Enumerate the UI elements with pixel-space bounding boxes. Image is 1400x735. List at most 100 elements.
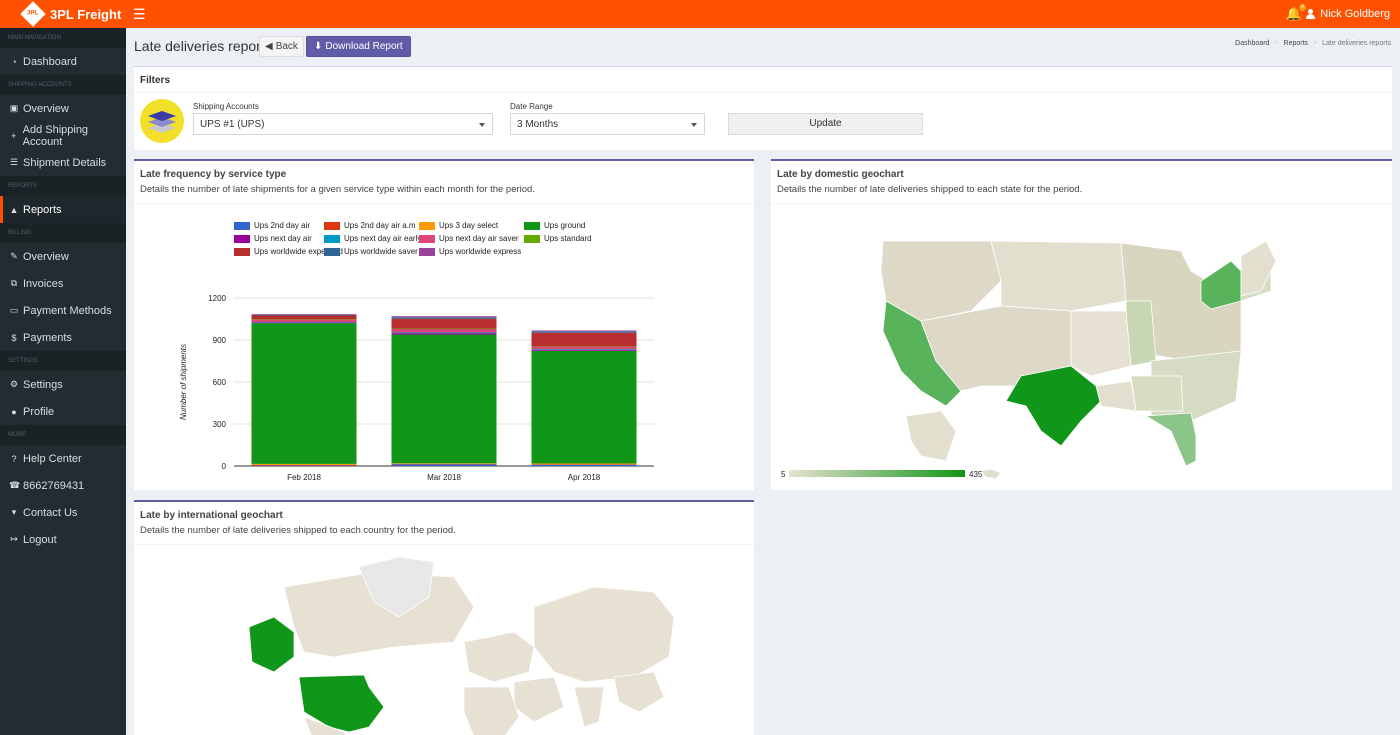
sidebar-item-label: Add Shipping Account: [22, 123, 89, 148]
sidebar-item-contact-us[interactable]: ▾ Contact Us: [0, 499, 126, 526]
bar-segment: [531, 346, 637, 350]
sidebar-item-8662769431[interactable]: ☎ 8662769431: [0, 472, 126, 499]
bar-segment: [391, 332, 497, 334]
bar-segment: [531, 346, 637, 347]
sidebar-item-label: Overview: [23, 250, 69, 263]
sidebar-item-help-center[interactable]: ? Help Center: [0, 445, 126, 472]
international-geochart-panel: Late by international geochart Details t…: [134, 500, 754, 735]
breadcrumb-reports[interactable]: Reports: [1283, 40, 1309, 47]
legend-item[interactable]: Ups next day air saver: [419, 234, 519, 243]
legend-item[interactable]: Ups 2nd day air a.m: [324, 221, 416, 230]
notification-badge: 4: [1299, 4, 1306, 11]
sidebar-item-dashboard[interactable]: ◔ Dashboard: [0, 48, 126, 75]
legend-label: Ups 2nd day air: [254, 221, 311, 230]
panel-title: Late by international geochart: [140, 510, 283, 521]
legend-label: Ups worldwide express: [439, 247, 522, 256]
sidebar-item-label: Shipment Details: [23, 156, 107, 169]
shipping-account-select[interactable]: UPS #1 (UPS): [193, 113, 493, 135]
sidebar-item-invoices[interactable]: ⧉ Invoices: [0, 270, 126, 297]
user-icon: [1306, 9, 1316, 19]
sidebar: MAIN NAVIGATION ◔ Dashboard SHIPPING ACCOUN…: [0, 28, 126, 735]
bar-segment: [391, 333, 497, 335]
us-texas: [1005, 365, 1102, 447]
legend-item[interactable]: Ups worldwide expedited: [234, 247, 343, 256]
legend-item[interactable]: Ups next day air: [234, 234, 312, 243]
legend-item[interactable]: Ups standard: [524, 234, 592, 243]
us-map: 5 435: [781, 240, 1277, 480]
world-map: [248, 556, 675, 735]
bar-segment: [251, 314, 357, 316]
sidebar-item-label: Payments: [23, 331, 72, 344]
sidebar-item-label: Payment Methods: [23, 304, 112, 317]
breadcrumb-current: Late deliveries reports: [1322, 40, 1391, 47]
legend-item[interactable]: Ups worldwide saver: [324, 247, 418, 256]
us-hawaii: [980, 468, 1002, 480]
sidebar-item-profile[interactable]: ● Profile: [0, 398, 126, 425]
sidebar-item-payment-methods[interactable]: ▭ Payment Methods: [0, 297, 126, 324]
bar-segment: [391, 463, 497, 464]
legend-item[interactable]: Ups worldwide express: [419, 247, 521, 256]
bar-segment: [391, 316, 497, 318]
legend-swatch: [419, 221, 435, 230]
plus-icon: +: [11, 130, 17, 141]
breadcrumb: Dashboard > Reports > Late deliveries re…: [1235, 40, 1391, 47]
sidebar-item-add-shipping-account[interactable]: + Add Shipping Account: [0, 122, 126, 149]
sidebar-item-settings[interactable]: ⚙ Settings: [0, 371, 126, 398]
bar-segment: [531, 349, 637, 351]
sidebar-item-reports[interactable]: ▲ Reports: [0, 196, 126, 223]
us-north-central-region: [990, 240, 1127, 312]
download-report-button[interactable]: ⬇ Download Report: [306, 36, 411, 57]
date-range-select[interactable]: 3 Months: [510, 113, 705, 135]
sidebar-section-header: MAIN NAVIGATION: [0, 28, 126, 48]
sidebar-toggle-icon[interactable]: ☰: [133, 6, 146, 22]
color-scale-bar: [789, 470, 965, 477]
legend-label: Ups worldwide saver: [344, 247, 418, 256]
legend-swatch: [324, 221, 340, 230]
sidebar-item-logout[interactable]: ↦ Logout: [0, 526, 126, 553]
sidebar-section-header: BILLING: [0, 223, 126, 243]
sidebar-item-label: Contact Us: [23, 506, 78, 519]
map-middle-east: [513, 676, 565, 723]
bar-segment: [391, 328, 497, 333]
legend-label: Ups next day air: [254, 234, 312, 243]
legend-item[interactable]: Ups ground: [524, 221, 585, 230]
caret-down-icon: [691, 123, 697, 127]
us-south-central-region: [1070, 310, 1132, 377]
user-menu[interactable]: Nick Goldberg: [1306, 8, 1390, 20]
sidebar-item-label: Help Center: [23, 452, 82, 465]
legend-item[interactable]: Ups next day air early: [324, 234, 421, 243]
sidebar-section-header: Reports: [0, 176, 126, 196]
legend-swatch: [234, 234, 250, 243]
sidebar-item-overview[interactable]: ✎ Overview: [0, 243, 126, 270]
legend-swatch: [419, 247, 435, 256]
sidebar-item-label: Invoices: [23, 277, 64, 290]
brand-logo-link[interactable]: 3PL 3PL Freight: [0, 0, 126, 28]
bar-segment: [251, 463, 357, 466]
sidebar-item-payments[interactable]: $ Payments: [0, 324, 126, 351]
legend-item[interactable]: Ups 2nd day air: [234, 221, 310, 230]
back-button[interactable]: ◀ Back: [259, 36, 304, 57]
legend-item[interactable]: Ups 3 day select: [419, 221, 498, 230]
notifications-bell-icon[interactable]: 🔔: [1285, 6, 1302, 21]
panel-title: Late frequency by service type: [140, 169, 287, 180]
sidebar-item-overview[interactable]: ▣ Overview: [0, 95, 126, 122]
bar-segment: [391, 328, 497, 330]
main-content: Late deliveries reports ◀ Back ⬇ Downloa…: [126, 28, 1400, 735]
bar-segment: [391, 318, 497, 329]
bar-segment: [251, 465, 357, 466]
sign-out-icon: ↦: [10, 534, 18, 544]
page-title: Late deliveries reports: [134, 38, 272, 54]
map-africa: [463, 686, 520, 735]
update-button[interactable]: Update: [728, 113, 923, 135]
us-new-england: [1240, 240, 1277, 297]
sidebar-item-label: Overview: [23, 102, 69, 115]
area-chart-icon: ▲: [9, 204, 19, 215]
map-usa: [298, 674, 385, 733]
gear-icon: ⚙: [9, 379, 19, 389]
arrow-circle-left-icon: ◀: [265, 41, 273, 52]
breadcrumb-dashboard[interactable]: Dashboard: [1235, 40, 1270, 47]
sidebar-item-shipment-details[interactable]: ☰ Shipment Details: [0, 149, 126, 176]
sidebar-section-header: MORE: [0, 425, 126, 445]
bar-segment: [531, 349, 637, 350]
bar-segment: [531, 464, 637, 466]
